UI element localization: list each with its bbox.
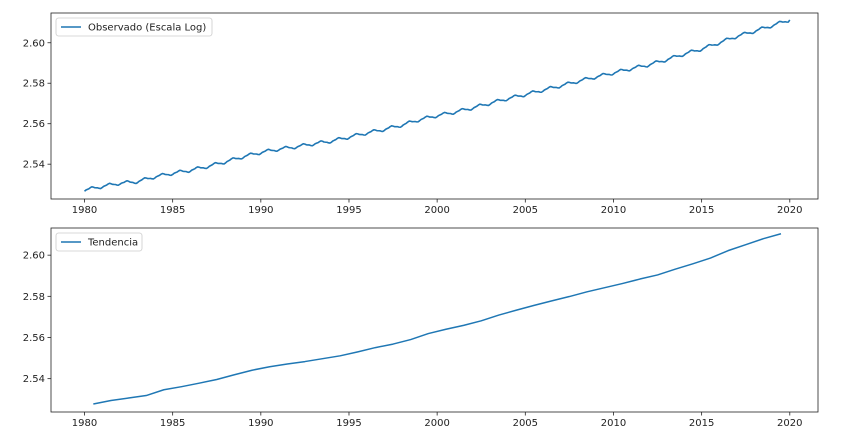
legend: Observado (Escala Log): [55, 17, 213, 37]
x-tick-label: 2005: [513, 418, 538, 429]
axes-frame: [50, 227, 819, 413]
series-line-1: [93, 233, 782, 405]
x-tick-label: 1980: [72, 205, 97, 216]
x-tick-label: 2015: [689, 205, 714, 216]
x-tick-label: 1990: [248, 418, 273, 429]
x-tick-label: 2020: [777, 418, 802, 429]
y-tick-label: 2.54: [23, 160, 45, 171]
legend-label: Tendencia: [87, 238, 138, 249]
y-tick-label: 2.56: [23, 119, 45, 130]
x-tick-label: 1995: [336, 418, 361, 429]
axes-frame: [50, 12, 819, 200]
legend: Tendencia: [55, 232, 143, 252]
y-tick-label: 2.58: [23, 292, 45, 303]
legend-box: [55, 232, 143, 252]
y-tick-label: 2.54: [23, 374, 45, 385]
x-tick-label: 2010: [601, 205, 626, 216]
y-tick-label: 2.60: [23, 251, 45, 262]
x-tick-label: 1995: [336, 205, 361, 216]
x-tick-label: 1980: [72, 418, 97, 429]
y-tick-label: 2.58: [23, 79, 45, 90]
chart-panel-1: 1980 1985 1990 1995 2000 2005 2010 2015 2020 2.54…: [23, 12, 819, 216]
x-tick-label: 2000: [424, 205, 449, 216]
y-tick-label: 2.60: [23, 38, 45, 49]
y-tick-label: 2.56: [23, 333, 45, 344]
x-tick-label: 1985: [160, 418, 185, 429]
x-tick-label: 2015: [689, 418, 714, 429]
x-tick-label: 2010: [601, 418, 626, 429]
legend-label: Observado (Escala Log): [88, 23, 206, 34]
x-tick-label: 2005: [513, 205, 538, 216]
legend-box: [55, 17, 213, 37]
x-tick-label: 1985: [160, 205, 185, 216]
x-tick-label: 2020: [777, 205, 802, 216]
x-tick-label: 1990: [248, 205, 273, 216]
x-tick-label: 2000: [424, 418, 449, 429]
series-line-1: [83, 19, 791, 192]
chart-panel-2: 1980 1985 1990 1995 2000 2005 2010 2015 2020 2.54…: [23, 227, 819, 429]
